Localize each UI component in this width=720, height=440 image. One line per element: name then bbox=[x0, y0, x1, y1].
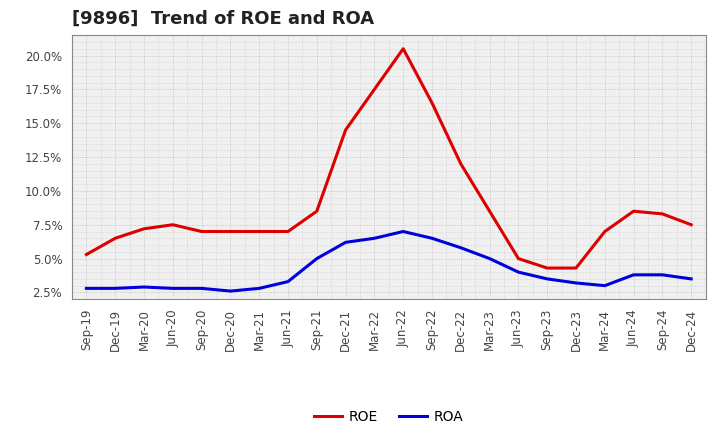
ROE bbox=[485, 209, 494, 214]
ROE bbox=[456, 161, 465, 166]
ROE bbox=[658, 211, 667, 216]
ROE bbox=[600, 229, 609, 234]
ROA bbox=[226, 289, 235, 294]
ROA bbox=[543, 276, 552, 282]
ROE bbox=[111, 236, 120, 241]
ROE bbox=[255, 229, 264, 234]
ROE bbox=[629, 209, 638, 214]
ROE bbox=[399, 46, 408, 51]
ROE bbox=[168, 222, 177, 227]
ROE bbox=[341, 127, 350, 132]
ROA bbox=[629, 272, 638, 278]
ROA bbox=[284, 279, 292, 284]
ROE bbox=[284, 229, 292, 234]
ROA bbox=[82, 286, 91, 291]
Text: [9896]  Trend of ROE and ROA: [9896] Trend of ROE and ROA bbox=[72, 10, 374, 28]
ROA bbox=[197, 286, 206, 291]
ROA bbox=[140, 284, 148, 290]
Line: ROE: ROE bbox=[86, 49, 691, 268]
ROE bbox=[82, 252, 91, 257]
ROE bbox=[370, 87, 379, 92]
ROA bbox=[370, 236, 379, 241]
ROE bbox=[572, 265, 580, 271]
ROA bbox=[341, 240, 350, 245]
ROE bbox=[687, 222, 696, 227]
ROA bbox=[399, 229, 408, 234]
ROA bbox=[600, 283, 609, 288]
Legend: ROE, ROA: ROE, ROA bbox=[309, 404, 469, 429]
ROA bbox=[658, 272, 667, 278]
ROA bbox=[514, 269, 523, 275]
ROE bbox=[140, 226, 148, 231]
ROE bbox=[312, 209, 321, 214]
ROA bbox=[168, 286, 177, 291]
ROA bbox=[485, 256, 494, 261]
ROA bbox=[111, 286, 120, 291]
ROA bbox=[456, 245, 465, 250]
ROA bbox=[255, 286, 264, 291]
Line: ROA: ROA bbox=[86, 231, 691, 291]
ROA bbox=[572, 280, 580, 286]
ROE bbox=[226, 229, 235, 234]
ROE bbox=[428, 100, 436, 106]
ROA bbox=[428, 236, 436, 241]
ROA bbox=[687, 276, 696, 282]
ROE bbox=[197, 229, 206, 234]
ROE bbox=[543, 265, 552, 271]
ROE bbox=[514, 256, 523, 261]
ROA bbox=[312, 256, 321, 261]
